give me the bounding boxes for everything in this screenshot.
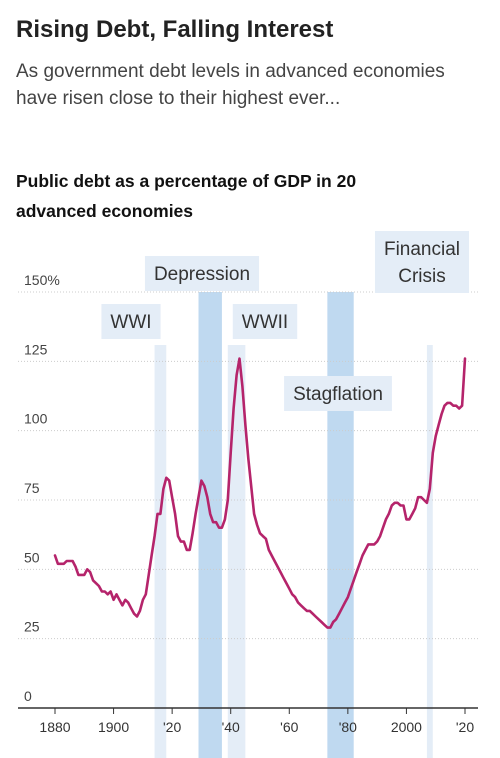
event-label-bg	[101, 304, 161, 339]
event-label-text: Crisis	[398, 266, 446, 287]
event-label-wwi: WWI	[101, 304, 161, 339]
x-tick-label: '20	[456, 719, 474, 735]
event-label-financial-crisis: Financial Crisis	[374, 231, 470, 293]
event-band-stagflation	[327, 292, 354, 758]
x-tick-label: '40	[222, 719, 240, 735]
event-label-bg	[144, 256, 260, 291]
x-tick-label: 1880	[39, 719, 70, 735]
y-tick-label: 50	[24, 549, 40, 565]
series-line-debt	[53, 357, 467, 629]
x-tick-label: '20	[163, 719, 181, 735]
y-tick-label: 100	[24, 411, 48, 427]
y-tick-label: 150%	[24, 272, 60, 288]
event-label-text: WWII	[242, 312, 288, 333]
event-label-stagflation: Stagflation	[284, 376, 392, 411]
page-subtitle: As government debt levels in advanced ec…	[16, 61, 445, 109]
event-label-depression: Depression	[144, 256, 260, 291]
y-tick-label: 125	[24, 341, 48, 357]
event-label-text: Stagflation	[293, 384, 383, 405]
event-label-text: Financial	[384, 239, 460, 260]
y-tick-label: 25	[24, 619, 40, 635]
x-tick-label: 1900	[98, 719, 129, 735]
event-band-financial-crisis	[426, 345, 433, 758]
event-band-depression	[198, 292, 222, 758]
event-bands	[154, 292, 433, 758]
event-label-bg	[232, 304, 298, 339]
event-band-wwi	[154, 345, 167, 758]
y-tick-label: 0	[24, 688, 32, 704]
chart-title: Public debt as a percentage of GDP in 20…	[16, 171, 357, 221]
event-label-wwii: WWII	[232, 304, 298, 339]
y-tick-label: 75	[24, 480, 40, 496]
y-axis-labels: 0 25 50 75 100 125 150%	[24, 272, 60, 704]
series-layer	[53, 357, 467, 629]
event-labels: WWI Depression WWII Stagflation Financial Cri…	[101, 231, 470, 411]
page-title: Rising Debt, Falling Interest	[16, 16, 334, 43]
event-label-bg	[374, 231, 470, 293]
x-tick-label: 2000	[391, 719, 422, 735]
x-axis: 1880 1900 '20 '40 '60 '80 2000 '20	[18, 707, 478, 735]
event-label-text: Depression	[154, 264, 250, 285]
event-label-text: WWI	[110, 312, 151, 333]
x-tick-label: '60	[280, 719, 298, 735]
event-label-bg	[284, 376, 392, 411]
x-tick-label: '80	[339, 719, 357, 735]
